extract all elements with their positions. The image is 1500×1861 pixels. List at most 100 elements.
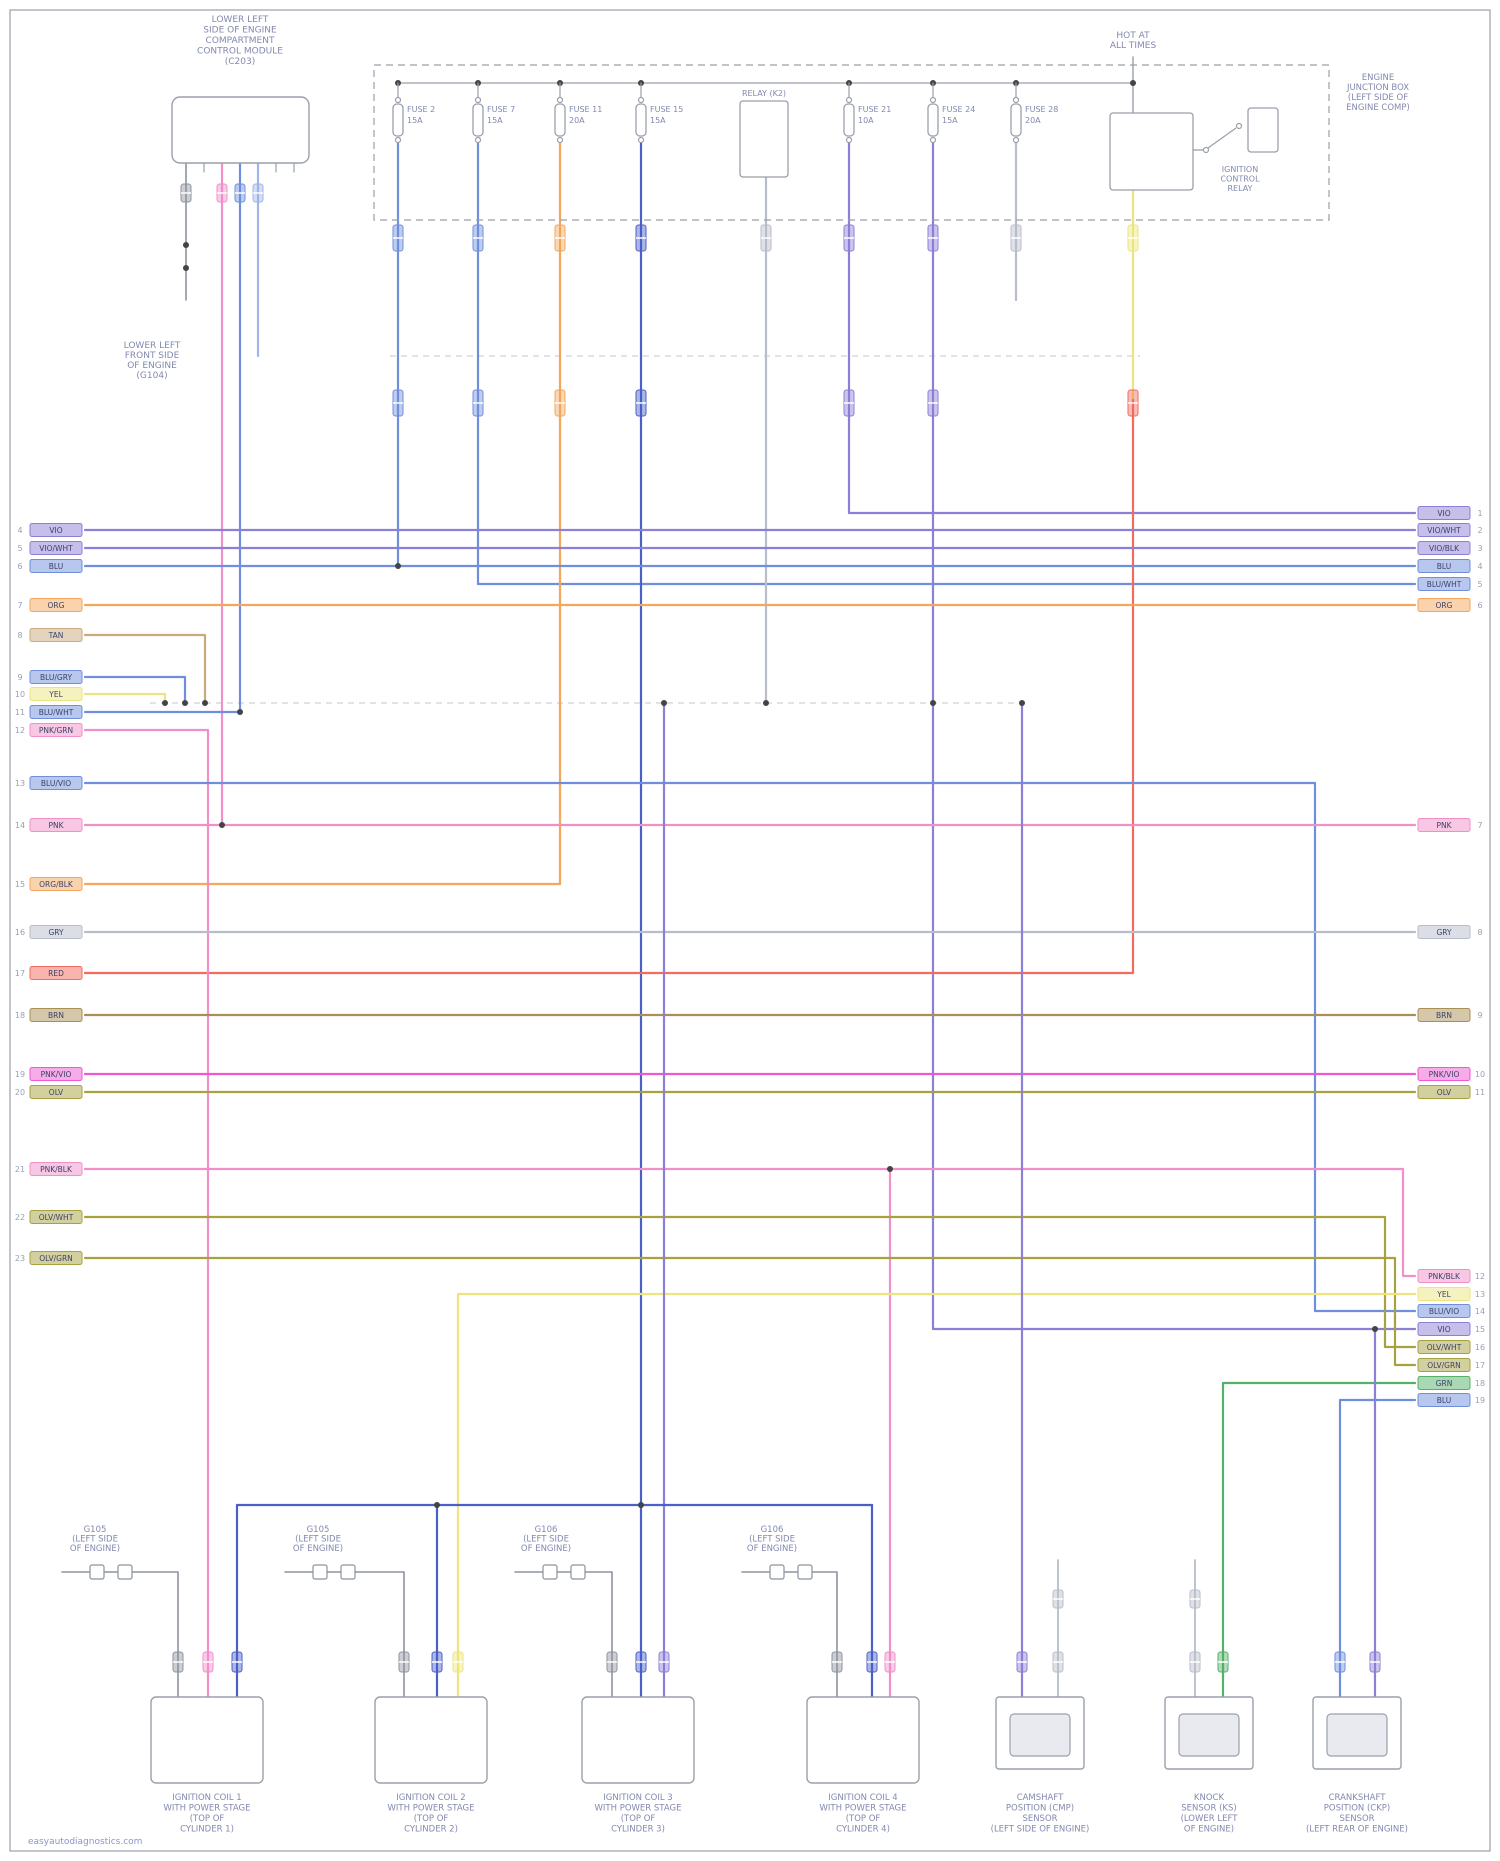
edge-wire-code: PNK	[48, 821, 64, 830]
fuse-terminal	[1012, 96, 1020, 104]
fuse-name: FUSE 24	[942, 105, 975, 114]
junction-dot	[930, 700, 936, 706]
left-edge-connector	[29, 541, 83, 555]
edge-pin-number: 9	[1477, 1011, 1482, 1020]
junction-dot	[1372, 1326, 1378, 1332]
ground-splice-symbol	[340, 1564, 356, 1580]
wire-blu-ckp	[1338, 1398, 1417, 1699]
edge-pin-number: 1	[1477, 509, 1482, 518]
edge-wire-code: RED	[48, 969, 64, 978]
junction-dot	[638, 1502, 644, 1508]
edge-pin-number: 19	[15, 1070, 25, 1079]
left-edge-connector	[29, 1008, 83, 1022]
ground-note-label-line: OF ENGINE	[127, 361, 177, 371]
left-edge-connector	[29, 523, 83, 537]
fuse-amps: 20A	[569, 116, 585, 125]
edge-wire-code: TAN	[48, 631, 64, 640]
fuse-terminal	[845, 96, 853, 104]
left-edge-connector	[29, 1085, 83, 1099]
junction-dot	[183, 242, 189, 248]
edge-wire-code: GRY	[48, 928, 64, 937]
fuse-symbol	[843, 103, 855, 137]
component-inner-box	[1009, 1713, 1071, 1757]
component-label-line: (TOP OF	[846, 1814, 881, 1824]
right-edge-connector	[1417, 1287, 1471, 1301]
edge-wire-code: OLV/WHT	[39, 1213, 74, 1222]
right-edge-connector	[1417, 1008, 1471, 1022]
component-label-line: KNOCK	[1194, 1793, 1225, 1803]
edge-pin-number: 18	[15, 1011, 25, 1020]
component-label-line: WITH POWER STAGE	[820, 1804, 907, 1814]
left-edge-connector	[29, 925, 83, 939]
right-edge-connector	[1417, 1067, 1471, 1081]
fuse-terminal	[929, 96, 937, 104]
component-label-line: IGNITION COIL 4	[828, 1793, 897, 1803]
fuse-terminal	[394, 96, 402, 104]
component-label-line: CYLINDER 2)	[404, 1825, 458, 1835]
edge-wire-code: BRN	[1436, 1011, 1452, 1020]
left-edge-connector	[29, 1067, 83, 1081]
edge-pin-number: 7	[17, 601, 22, 610]
wire-gnd3	[514, 1571, 613, 1698]
junction-dot	[434, 1502, 440, 1508]
right-edge-connector	[1417, 925, 1471, 939]
right-edge-connector	[1417, 1269, 1471, 1283]
edge-wire-code: BLU	[49, 562, 63, 571]
ground-label: G106 (LEFT SIDE OF ENGINE)	[521, 1525, 571, 1554]
left-edge-connector	[29, 1162, 83, 1176]
edge-wire-code: GRN	[1436, 1379, 1453, 1388]
component-label: IGNITION COIL 4 WITH POWER STAGE (TOP OF CY…	[820, 1793, 907, 1835]
component-label-line: IGNITION COIL 1	[172, 1793, 241, 1803]
fuse-name: FUSE 7	[487, 105, 515, 114]
junction-dot	[237, 709, 243, 715]
control-module-label-line: LOWER LEFT	[212, 15, 269, 25]
edge-pin-number: 10	[15, 690, 25, 699]
edge-wire-code: BLU	[1437, 562, 1451, 571]
edge-pin-number: 20	[15, 1088, 25, 1097]
wire-pnk-blk	[83, 1167, 1417, 1278]
junction-dot	[887, 1166, 893, 1172]
ignition-relay-label-line: IGNITION	[1222, 165, 1258, 174]
fuse-symbol	[472, 103, 484, 137]
edge-wire-code: PNK/VIO	[41, 1070, 72, 1079]
component-label-line: CYLINDER 4)	[836, 1825, 890, 1835]
right-edge-connector	[1417, 1358, 1471, 1372]
edge-wire-code: YEL	[1436, 1290, 1451, 1299]
ground-label-line: G106	[761, 1525, 784, 1535]
edge-pin-number: 19	[1475, 1396, 1485, 1405]
right-edge-connector	[1417, 818, 1471, 832]
junction-box-label-line: (LEFT SIDE OF	[1348, 93, 1408, 103]
edge-wire-code: BLU	[1437, 1396, 1451, 1405]
edge-pin-number: 16	[15, 928, 25, 937]
component-label-line: (LEFT SIDE OF ENGINE)	[991, 1825, 1090, 1835]
component-label-line: IGNITION COIL 2	[396, 1793, 465, 1803]
fuse-amps: 10A	[858, 116, 874, 125]
right-edge-connector	[1417, 523, 1471, 537]
edge-wire-code: VIO/WHT	[39, 544, 73, 553]
ground-label-line: OF ENGINE)	[293, 1544, 343, 1554]
edge-pin-number: 2	[1477, 526, 1482, 535]
fuse-terminal	[394, 136, 402, 144]
component-label-line: (LOWER LEFT	[1181, 1814, 1239, 1824]
component-label-line: (LEFT REAR OF ENGINE)	[1306, 1825, 1408, 1835]
component-label-line: CYLINDER 1)	[180, 1825, 234, 1835]
fuse-name: FUSE 11	[569, 105, 602, 114]
fuse-amps: 15A	[487, 116, 503, 125]
ground-label: G105 (LEFT SIDE OF ENGINE)	[70, 1525, 120, 1554]
edge-pin-number: 4	[1477, 562, 1482, 571]
right-edge-connector	[1417, 1085, 1471, 1099]
edge-pin-number: 10	[1475, 1070, 1485, 1079]
component-label: IGNITION COIL 2 WITH POWER STAGE (TOP OF CY…	[388, 1793, 475, 1835]
edge-wire-code: ORG	[48, 601, 65, 610]
edge-pin-number: 6	[1477, 601, 1482, 610]
edge-wire-code: VIO	[1437, 509, 1450, 518]
fuse-name: FUSE 15	[650, 105, 683, 114]
edge-pin-number: 6	[17, 562, 22, 571]
component-label-line: (TOP OF	[621, 1814, 656, 1824]
edge-wire-code: BLU/GRY	[40, 673, 73, 682]
edge-pin-number: 5	[1477, 580, 1482, 589]
ground-label-line: (LEFT SIDE	[523, 1535, 569, 1545]
junction-dot	[182, 700, 188, 706]
left-edge-connector	[29, 1251, 83, 1265]
